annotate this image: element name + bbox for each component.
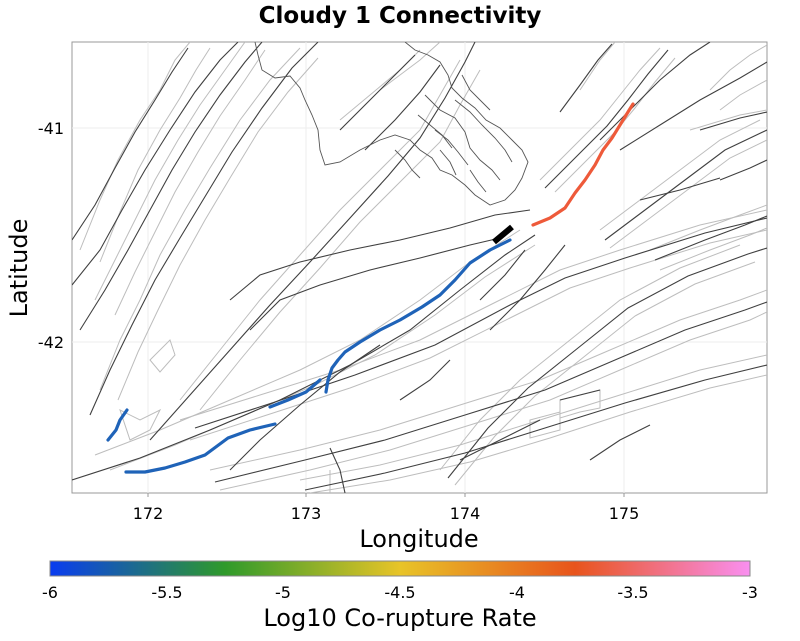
x-tick-label: 173 xyxy=(291,504,322,523)
colorbar-tick-label: -6 xyxy=(42,583,58,602)
y-tick-label: -42 xyxy=(38,333,64,352)
colorbar xyxy=(49,560,751,577)
rupture-traces-low-rate[interactable] xyxy=(106,238,512,474)
x-tick-label: 175 xyxy=(609,504,640,523)
fault-traces xyxy=(72,42,767,493)
colorbar-tick-label: -5.5 xyxy=(151,583,182,602)
x-tick-label: 174 xyxy=(450,504,481,523)
colorbar-tick-label: -4 xyxy=(509,583,525,602)
orange-rupture-trace[interactable] xyxy=(531,102,635,227)
colorbar-title: Log10 Co-rupture Rate xyxy=(263,604,537,632)
blue-rupture-trace-main[interactable] xyxy=(324,238,512,394)
colorbar-tick-label: -3 xyxy=(742,583,758,602)
y-axis-label: Latitude xyxy=(5,219,33,318)
blue-rupture-trace-west[interactable] xyxy=(106,408,129,442)
colorbar-tick-label: -5 xyxy=(275,583,291,602)
coastline xyxy=(254,42,529,206)
blue-rupture-trace-southwest[interactable] xyxy=(124,422,277,474)
y-tick-label: -41 xyxy=(38,119,64,138)
blue-rupture-trace-south[interactable] xyxy=(268,378,322,409)
plot-area[interactable] xyxy=(71,41,768,494)
x-axis-label: Longitude xyxy=(359,525,478,553)
x-tick-label: 172 xyxy=(133,504,164,523)
x-axis-ticks xyxy=(147,493,625,497)
map-title: Cloudy 1 Connectivity xyxy=(258,3,542,29)
colorbar-tick-label: -4.5 xyxy=(384,583,415,602)
black-source-segment[interactable] xyxy=(492,224,514,245)
colorbar-tick-label: -3.5 xyxy=(617,583,648,602)
fault-polygons xyxy=(79,42,767,493)
